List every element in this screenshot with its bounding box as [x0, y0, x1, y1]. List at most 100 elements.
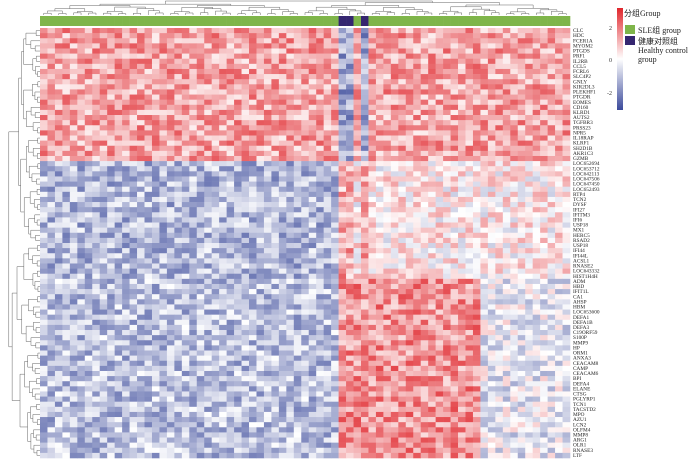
heatmap-cell: [99, 63, 108, 70]
heatmap-cell: [510, 237, 519, 244]
heatmap-cell: [465, 150, 474, 157]
heatmap-cell: [517, 171, 526, 177]
group-bar-cell: [92, 16, 101, 26]
heatmap-cell: [69, 28, 78, 34]
heatmap-cell: [226, 89, 235, 95]
heatmap-cell: [226, 360, 235, 367]
heatmap-cell: [532, 278, 541, 285]
heatmap-cell: [360, 63, 369, 70]
heatmap-cell: [159, 104, 168, 111]
heatmap-cell: [99, 171, 108, 177]
heatmap-cell: [107, 268, 115, 275]
heatmap-cell: [174, 166, 183, 172]
heatmap-cell: [405, 289, 414, 295]
heatmap-cell: [278, 263, 287, 269]
heatmap-cell: [555, 58, 563, 65]
heatmap-cell: [517, 176, 526, 182]
heatmap-cell: [54, 222, 63, 228]
heatmap-cell: [435, 268, 444, 275]
heatmap-cell: [69, 58, 78, 65]
heatmap-cell: [465, 365, 474, 372]
heatmap-cell: [234, 237, 242, 244]
heatmap-cell: [286, 299, 295, 305]
heatmap-cell: [405, 33, 414, 39]
heatmap-cell: [107, 319, 115, 326]
row-dendrogram-branch: [35, 311, 40, 318]
heatmap-cell: [331, 212, 339, 218]
heatmap-cell: [219, 74, 227, 80]
heatmap-cell: [360, 289, 369, 295]
heatmap-cell: [547, 335, 556, 341]
heatmap-cell: [547, 314, 556, 321]
heatmap-cell: [114, 176, 123, 182]
heatmap-cell: [360, 196, 369, 203]
heatmap-cell: [54, 84, 63, 90]
heatmap-cell: [159, 319, 168, 326]
heatmap-cell: [547, 340, 556, 346]
heatmap-cell: [495, 79, 504, 85]
heatmap-cell: [517, 48, 526, 54]
heatmap-cell: [69, 207, 78, 213]
heatmap-cell: [375, 120, 384, 126]
heatmap-cell: [256, 104, 265, 111]
heatmap-cell: [465, 94, 474, 100]
heatmap-cell: [54, 232, 63, 239]
heatmap-cell: [107, 360, 115, 367]
heatmap-cell: [249, 207, 257, 213]
heatmap-cell: [353, 278, 362, 285]
heatmap-cell: [293, 171, 302, 177]
heatmap-cell: [69, 84, 78, 90]
heatmap-cell: [555, 340, 563, 346]
heatmap-cell: [517, 84, 526, 90]
heatmap-cell: [151, 186, 160, 193]
heatmap-cell: [502, 217, 511, 223]
heatmap-cell: [375, 304, 384, 310]
heatmap-cell: [323, 345, 332, 351]
heatmap-cell: [137, 340, 145, 346]
heatmap-cell: [47, 319, 56, 326]
heatmap-cell: [331, 130, 339, 136]
heatmap-cell: [271, 340, 280, 346]
heatmap-cell: [301, 176, 310, 182]
heatmap-cell: [278, 227, 287, 234]
heatmap-cell: [137, 150, 145, 157]
heatmap-cell: [405, 38, 414, 44]
heatmap-cell: [263, 299, 272, 305]
heatmap-cell: [360, 319, 369, 326]
heatmap-cell: [286, 130, 295, 136]
heatmap-cell: [286, 263, 295, 269]
heatmap-cell: [405, 294, 414, 300]
heatmap-cell: [114, 48, 123, 54]
heatmap-cell: [360, 145, 369, 152]
heatmap-cell: [211, 283, 220, 290]
heatmap-cell: [368, 150, 377, 157]
heatmap-cell: [92, 202, 101, 208]
heatmap-cell: [405, 212, 414, 218]
heatmap-cell: [480, 155, 489, 162]
heatmap-cell: [107, 350, 115, 356]
heatmap-cell: [465, 84, 474, 90]
heatmap-cell: [525, 79, 533, 85]
heatmap-cell: [122, 243, 130, 249]
heatmap-cell: [547, 68, 556, 75]
heatmap-cell: [144, 150, 153, 157]
heatmap-cell: [435, 335, 444, 341]
heatmap-cell: [458, 89, 466, 95]
heatmap-cell: [465, 38, 474, 44]
heatmap-cell: [99, 176, 108, 182]
heatmap-cell: [166, 191, 175, 198]
heatmap-cell: [137, 171, 145, 177]
heatmap-cell: [144, 309, 153, 315]
heatmap-cell: [166, 109, 175, 116]
heatmap-cell: [189, 335, 198, 341]
heatmap-cell: [47, 89, 56, 95]
heatmap-cell: [99, 104, 108, 111]
heatmap-cell: [84, 176, 93, 182]
row-dendrogram-branch: [33, 199, 40, 208]
heatmap-cell: [189, 253, 198, 259]
heatmap-cell: [137, 166, 145, 172]
heatmap-cell: [226, 161, 235, 167]
heatmap-cell: [540, 278, 548, 285]
heatmap-cell: [443, 74, 451, 80]
group-bar-cell: [495, 16, 504, 26]
